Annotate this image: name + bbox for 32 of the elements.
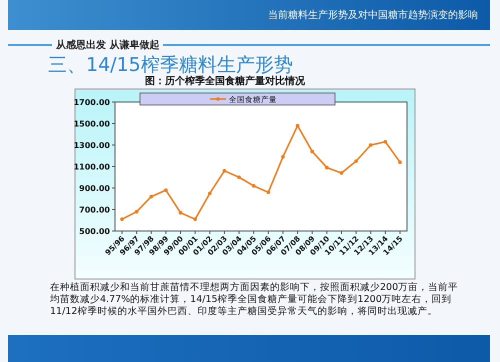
y-tick-label: 700.00 [79, 206, 110, 214]
point [149, 194, 154, 198]
point [252, 184, 256, 188]
text: 当前糖料生产形势及对中国糖市趋势演变的影响 [268, 8, 478, 22]
point [134, 210, 138, 214]
text: 从感恩出发 从谦卑做起 [52, 38, 164, 52]
y-tick-label: 1300.00 [74, 141, 110, 150]
chart-subtitle: 图：历个榨季全国食糖产量对比情况 [145, 75, 306, 87]
point [208, 192, 212, 196]
point [120, 217, 124, 221]
y-tick-label: 900.00 [79, 184, 110, 193]
text: 在种植面积减少和当前甘蔗苗情不理想两方面因素的影响下，按照面积减少200万亩，当前平均苗数减少4.77%的标准计算，14/15榨季全国食糖产量可能会下降到1200万吨左右，回到11/12榨季时候的水平国外巴西、印度等主产糖国受异常天气的影响，将同时出现减产。 [50, 282, 460, 318]
y-tick-label: 500.00 [79, 227, 110, 236]
point [266, 190, 270, 194]
point [164, 188, 168, 192]
point [237, 175, 241, 180]
point [325, 166, 329, 170]
y-tick-label: 1100.00 [74, 162, 110, 172]
point [222, 169, 226, 173]
y-tick-label: 1700.00 [74, 98, 110, 107]
point [398, 160, 402, 164]
point [193, 217, 197, 221]
point [340, 171, 344, 175]
point [281, 155, 285, 159]
point [384, 140, 388, 144]
point [368, 143, 373, 147]
point [178, 210, 182, 215]
point [296, 124, 300, 128]
point [354, 159, 358, 163]
chart-title: 三、14/15榨季糖料生产形势 [48, 53, 293, 76]
point [310, 150, 314, 154]
y-tick-label: 1500.00 [74, 120, 110, 128]
